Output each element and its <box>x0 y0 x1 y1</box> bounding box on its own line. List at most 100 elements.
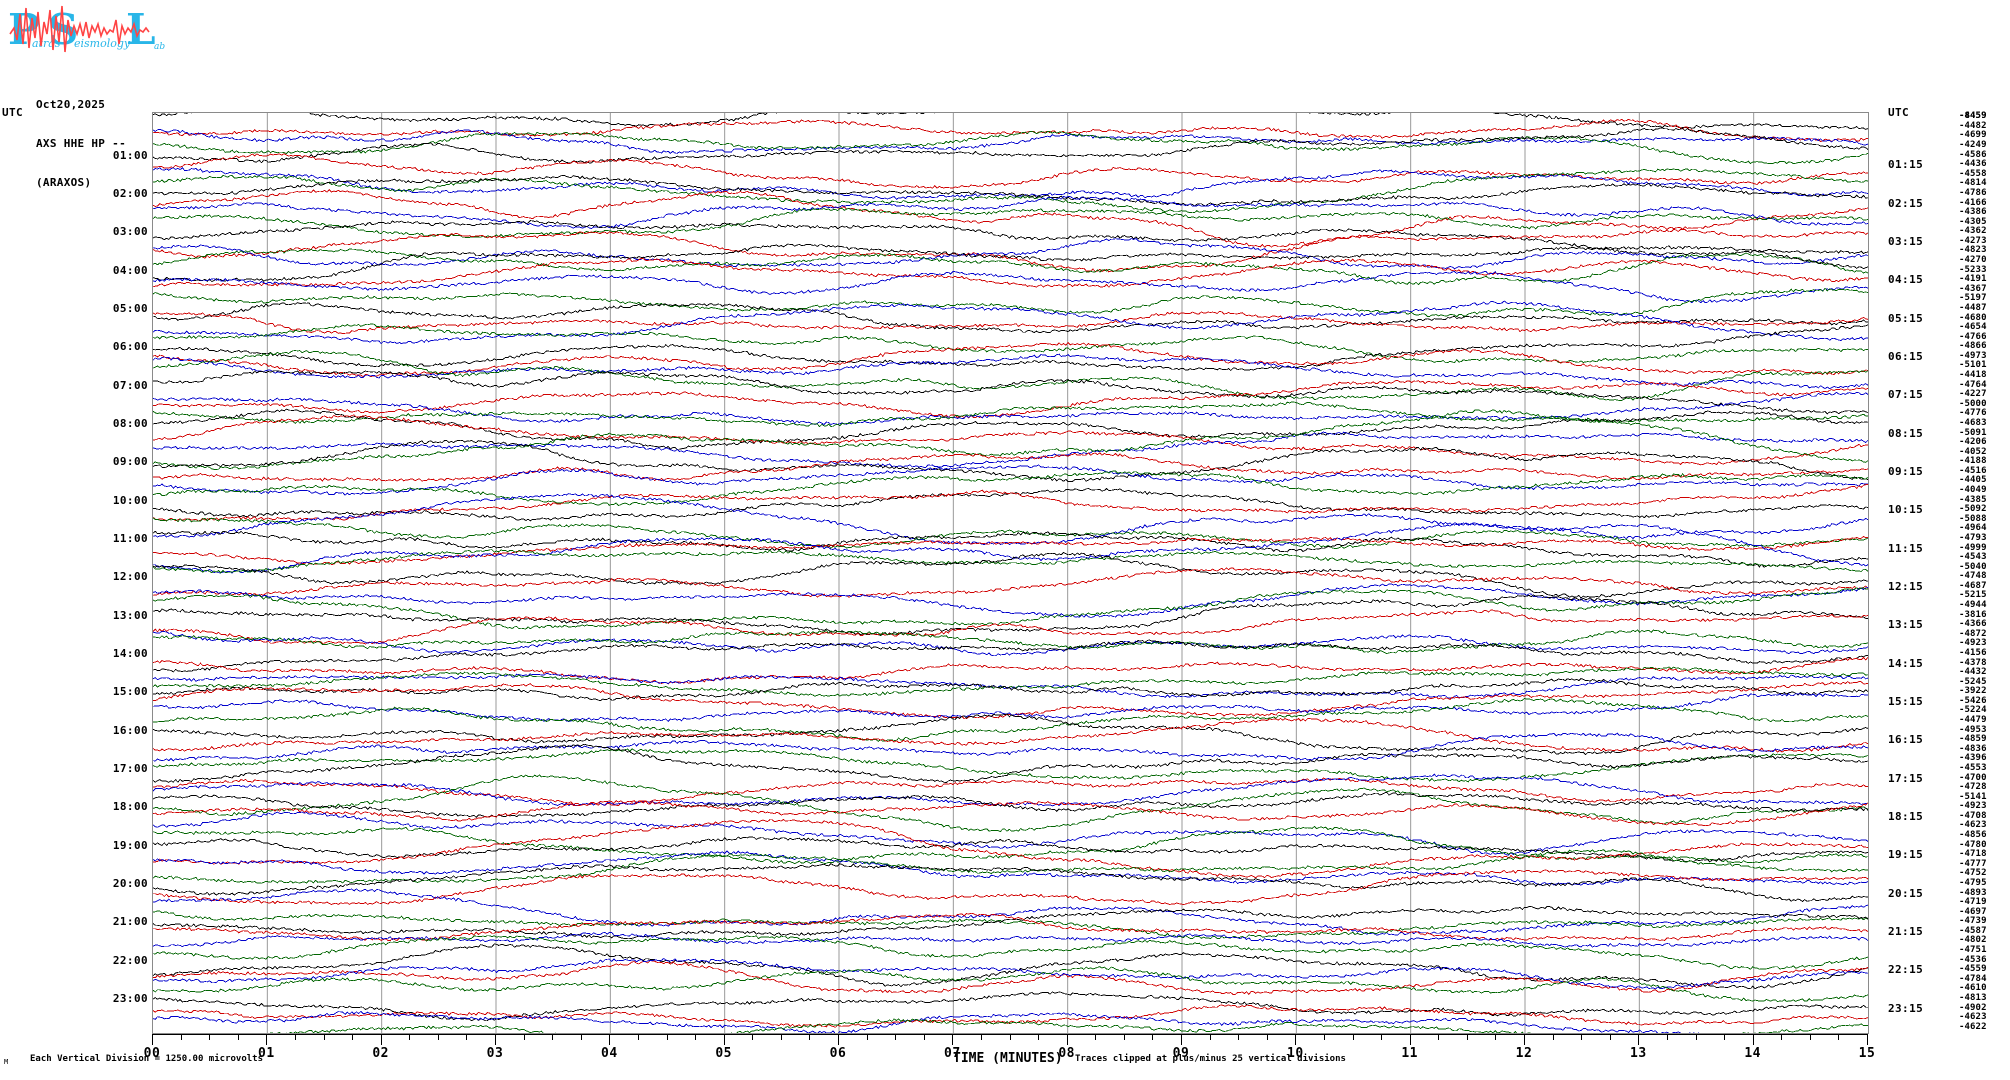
right-hour-label: 05:15 <box>1888 311 1924 325</box>
amplitude-label: -4836 <box>1959 743 1987 754</box>
x-tick-minor <box>1381 1034 1383 1040</box>
x-tick-major <box>952 1034 954 1045</box>
amplitude-label: -4893 <box>1959 887 1987 898</box>
x-tick-minor <box>780 1034 782 1040</box>
left-hour-label: 17:00 <box>112 761 148 775</box>
left-hour-label: 07:00 <box>112 378 148 392</box>
amplitude-label: -3816 <box>1959 609 1987 620</box>
amplitude-label: -4386 <box>1959 207 1987 218</box>
right-hour-label: 17:15 <box>1888 771 1924 785</box>
header-station: AXS HHE HP -- <box>36 137 126 150</box>
x-tick-minor <box>980 1034 982 1040</box>
x-tick-minor <box>1209 1034 1211 1040</box>
right-hour-label: 23:15 <box>1888 1001 1924 1015</box>
left-hour-label: 01:00 <box>112 148 148 162</box>
utc-label-left: UTC <box>2 106 24 119</box>
amplitude-label: -4191 <box>1959 274 1987 285</box>
x-tick-major <box>1295 1034 1297 1045</box>
left-hour-label: 13:00 <box>112 608 148 622</box>
amplitude-label: -4654 <box>1959 322 1987 333</box>
amplitude-label: -4944 <box>1959 600 1987 611</box>
amplitude-label: -4623 <box>1959 1012 1987 1023</box>
left-hour-label: 05:00 <box>112 301 148 315</box>
amplitude-label: -4859 <box>1959 734 1987 745</box>
amplitude-label: -4378 <box>1959 657 1987 668</box>
x-tick-major <box>723 1034 725 1045</box>
x-tick-label: 09 <box>1172 1046 1190 1061</box>
x-tick-label: 06 <box>829 1046 847 1061</box>
amplitude-label: -4270 <box>1959 255 1987 266</box>
left-hour-label: 09:00 <box>112 455 148 469</box>
amplitude-label: -4764 <box>1959 379 1987 390</box>
amplitude-label: -4814 <box>1959 178 1987 189</box>
right-hour-label: 22:15 <box>1888 963 1924 977</box>
header-network: (ARAXOS) <box>36 176 92 189</box>
scale-note: Each Vertical Division = 1250.00 microvo… <box>30 1054 263 1064</box>
amplitude-label: -4872 <box>1959 628 1987 639</box>
amplitude-label: -4366 <box>1959 619 1987 630</box>
right-hour-label: 10:15 <box>1888 503 1924 517</box>
amplitude-label: -4813 <box>1959 992 1987 1003</box>
amplitude-label: -4680 <box>1959 312 1987 323</box>
x-tick-label: 05 <box>715 1046 732 1061</box>
x-tick-major <box>1638 1034 1640 1045</box>
x-tick-minor <box>1466 1034 1468 1040</box>
x-tick-minor <box>1695 1034 1697 1040</box>
amplitude-label: -4793 <box>1959 532 1987 543</box>
amplitude-label: -4396 <box>1959 753 1987 764</box>
amplitude-label: -5091 <box>1959 427 1987 438</box>
amplitude-label: -4536 <box>1959 954 1987 965</box>
x-tick-label: 13 <box>1630 1046 1647 1061</box>
x-tick-minor <box>209 1034 211 1040</box>
amplitude-label: -5245 <box>1959 676 1987 687</box>
x-tick-minor <box>1123 1034 1125 1040</box>
svg-text:eismology: eismology <box>74 37 131 50</box>
seismogram-plot[interactable] <box>152 112 1869 1034</box>
x-tick-minor <box>1838 1034 1840 1040</box>
amplitude-label: -4188 <box>1959 456 1987 467</box>
amplitude-label: -4780 <box>1959 839 1987 850</box>
x-axis-line <box>152 1034 1867 1035</box>
x-tick-minor <box>1238 1034 1240 1040</box>
right-hour-label: 07:15 <box>1888 388 1924 402</box>
amplitude-label: -5000 <box>1959 398 1987 409</box>
x-tick-label: 03 <box>486 1046 504 1061</box>
amplitude-label: -5233 <box>1959 264 1987 275</box>
amplitude-label: -5092 <box>1959 504 1987 515</box>
x-tick-minor <box>1781 1034 1783 1040</box>
amplitude-label: -4802 <box>1959 935 1987 946</box>
amplitude-label: -4418 <box>1959 370 1987 381</box>
x-tick-minor <box>1009 1034 1011 1040</box>
amplitude-label: -4776 <box>1959 408 1987 419</box>
amplitude-label: -4479 <box>1959 715 1987 726</box>
amplitude-label: -4683 <box>1959 417 1987 428</box>
x-tick-label: 14 <box>1744 1046 1761 1061</box>
x-tick-minor <box>580 1034 582 1040</box>
amplitude-label: -4999 <box>1959 542 1987 553</box>
right-hour-label: 14:15 <box>1888 656 1924 670</box>
utc-label-right: UTC <box>1888 106 1910 119</box>
x-tick-major <box>1752 1034 1754 1045</box>
x-tick-minor <box>1438 1034 1440 1040</box>
x-tick-major <box>380 1034 382 1045</box>
x-tick-minor <box>180 1034 182 1040</box>
amplitude-label: -4739 <box>1959 916 1987 927</box>
x-tick-major <box>838 1034 839 1045</box>
svg-text:atras: atras <box>32 37 61 50</box>
amplitude-label: -4516 <box>1959 465 1987 476</box>
x-tick-minor <box>1609 1034 1611 1040</box>
x-tick-minor <box>1038 1034 1040 1040</box>
amplitude-label: -4902 <box>1959 1002 1987 1013</box>
x-tick-minor <box>895 1034 897 1040</box>
amplitude-label: -4487 <box>1959 302 1987 313</box>
left-hour-label: 23:00 <box>112 991 148 1005</box>
amplitude-label: -5197 <box>1959 293 1987 304</box>
right-hour-label: 19:15 <box>1888 848 1924 862</box>
left-hour-label: 04:00 <box>112 263 148 277</box>
amplitude-label: -4623 <box>1959 820 1987 831</box>
x-tick-label: 12 <box>1515 1046 1533 1061</box>
amplitude-label: -4699 <box>1959 130 1987 141</box>
amplitude-label: -5040 <box>1959 561 1987 572</box>
amplitude-label: -4795 <box>1959 877 1987 888</box>
